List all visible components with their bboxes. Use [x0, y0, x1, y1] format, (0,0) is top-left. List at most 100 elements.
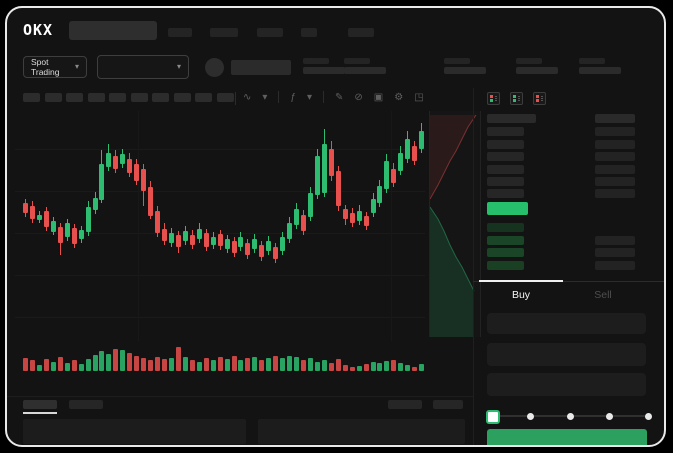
candlestick-chart[interactable]: [7, 108, 473, 398]
nav-item-skeleton[interactable]: [168, 28, 192, 37]
gridline: [15, 317, 425, 318]
volume-bar: [273, 356, 279, 371]
volume-bar: [50, 362, 56, 371]
amount-input[interactable]: [487, 343, 646, 366]
volume-bar: [384, 361, 390, 371]
candle-body: [224, 239, 230, 249]
tab-divider: [473, 281, 664, 282]
volume-bar: [162, 359, 167, 371]
bid-amount-skeleton: [595, 248, 635, 257]
volume-bar: [43, 359, 49, 371]
interval-button-skeleton[interactable]: [152, 93, 169, 102]
search-input[interactable]: [69, 21, 157, 40]
nav-item-skeleton[interactable]: [257, 28, 283, 37]
volume-bar: [134, 356, 140, 371]
volume-bar: [141, 358, 147, 371]
slider-stop[interactable]: [527, 412, 535, 420]
candle-body: [419, 131, 425, 149]
candle-body: [92, 198, 98, 210]
volume-bar: [78, 364, 84, 371]
book-all-icon[interactable]: [487, 92, 500, 105]
bottom-action-skeleton[interactable]: [433, 400, 463, 409]
chevron-down-icon[interactable]: ▾: [262, 91, 268, 103]
stat-value-skeleton: [344, 67, 386, 74]
volume-bar: [71, 360, 77, 371]
bottom-action-skeleton[interactable]: [388, 400, 422, 409]
ask-price-skeleton[interactable]: [487, 177, 524, 186]
interval-button-skeleton[interactable]: [66, 93, 83, 102]
toolbar-divider: [235, 92, 236, 105]
book-bids-icon[interactable]: [510, 92, 523, 105]
indicators-icon[interactable]: ƒ: [290, 91, 296, 103]
okx-logo[interactable]: OKX: [23, 21, 54, 39]
bid-price-skeleton[interactable]: [487, 248, 524, 257]
total-input[interactable]: [487, 373, 646, 396]
stat-label-skeleton: [444, 58, 470, 64]
settings-icon[interactable]: ⚙: [394, 91, 404, 103]
screenshot-icon[interactable]: ▣: [373, 91, 384, 103]
volume-bar: [280, 358, 286, 371]
nav-item-skeleton[interactable]: [348, 28, 374, 37]
tab-buy[interactable]: Buy: [511, 289, 531, 301]
bottom-tab-active[interactable]: [23, 400, 57, 409]
candle-body: [259, 245, 265, 257]
interval-button-skeleton[interactable]: [23, 93, 40, 102]
slider-stop[interactable]: [566, 412, 574, 420]
candle-body: [182, 231, 188, 241]
volume-bar: [36, 365, 42, 371]
stat-value-skeleton: [303, 67, 345, 74]
volume-bar: [85, 359, 91, 371]
volume-bar: [419, 364, 425, 371]
bottom-tab[interactable]: [69, 400, 103, 409]
market-type-selector[interactable]: Spot Trading ▾: [23, 56, 87, 78]
nav-item-skeleton[interactable]: [301, 28, 317, 37]
book-asks-icon[interactable]: [533, 92, 546, 105]
interval-button-skeleton[interactable]: [130, 93, 148, 102]
price-input[interactable]: [487, 313, 646, 334]
stat-value-skeleton: [516, 67, 558, 74]
candle-body: [155, 211, 161, 233]
stat-label-skeleton: [303, 58, 329, 64]
volume-bar: [405, 365, 411, 371]
ask-price-skeleton[interactable]: [487, 165, 524, 174]
drawing-tools-icon[interactable]: ✎: [335, 91, 344, 103]
interval-button-skeleton[interactable]: [87, 93, 105, 102]
bid-price-skeleton[interactable]: [487, 223, 524, 232]
eraser-icon[interactable]: ⊘: [354, 91, 363, 103]
interval-button-skeleton[interactable]: [195, 93, 212, 102]
slider-stop[interactable]: [645, 412, 652, 420]
candle-body: [384, 161, 390, 189]
candle-body: [294, 209, 300, 225]
slider-stop[interactable]: [605, 412, 613, 420]
fullscreen-icon[interactable]: ◳: [414, 91, 424, 103]
tab-sell[interactable]: Sell: [594, 289, 612, 301]
interval-button-skeleton[interactable]: [109, 93, 126, 102]
candle-body: [321, 144, 327, 193]
ask-price-skeleton[interactable]: [487, 140, 524, 149]
ask-price-skeleton[interactable]: [487, 127, 524, 136]
candle-body: [64, 223, 70, 237]
volume-bar: [168, 358, 174, 371]
volume-bar: [314, 362, 320, 371]
candle-body: [141, 169, 147, 191]
buy-submit-button[interactable]: [487, 429, 647, 445]
bid-price-skeleton[interactable]: [487, 261, 524, 270]
interval-button-skeleton[interactable]: [44, 93, 62, 102]
candle-type-icon[interactable]: ∿: [243, 91, 252, 103]
slider-handle[interactable]: [486, 410, 500, 424]
interval-button-skeleton[interactable]: [173, 93, 191, 102]
candle-body: [175, 235, 181, 247]
candle-body: [85, 207, 91, 232]
candle-body: [412, 146, 418, 161]
volume-bar: [328, 363, 334, 371]
chevron-down-icon[interactable]: ▾: [306, 91, 313, 103]
interval-button-skeleton[interactable]: [216, 93, 234, 102]
ask-price-skeleton[interactable]: [487, 189, 524, 198]
candle-body: [391, 169, 397, 183]
bid-price-skeleton[interactable]: [487, 236, 524, 245]
nav-item-skeleton[interactable]: [210, 28, 238, 37]
pair-selector-dropdown[interactable]: ▾: [97, 55, 189, 79]
ask-price-skeleton[interactable]: [487, 152, 524, 161]
last-price-bar[interactable]: [487, 202, 528, 215]
volume-bar: [189, 360, 195, 371]
